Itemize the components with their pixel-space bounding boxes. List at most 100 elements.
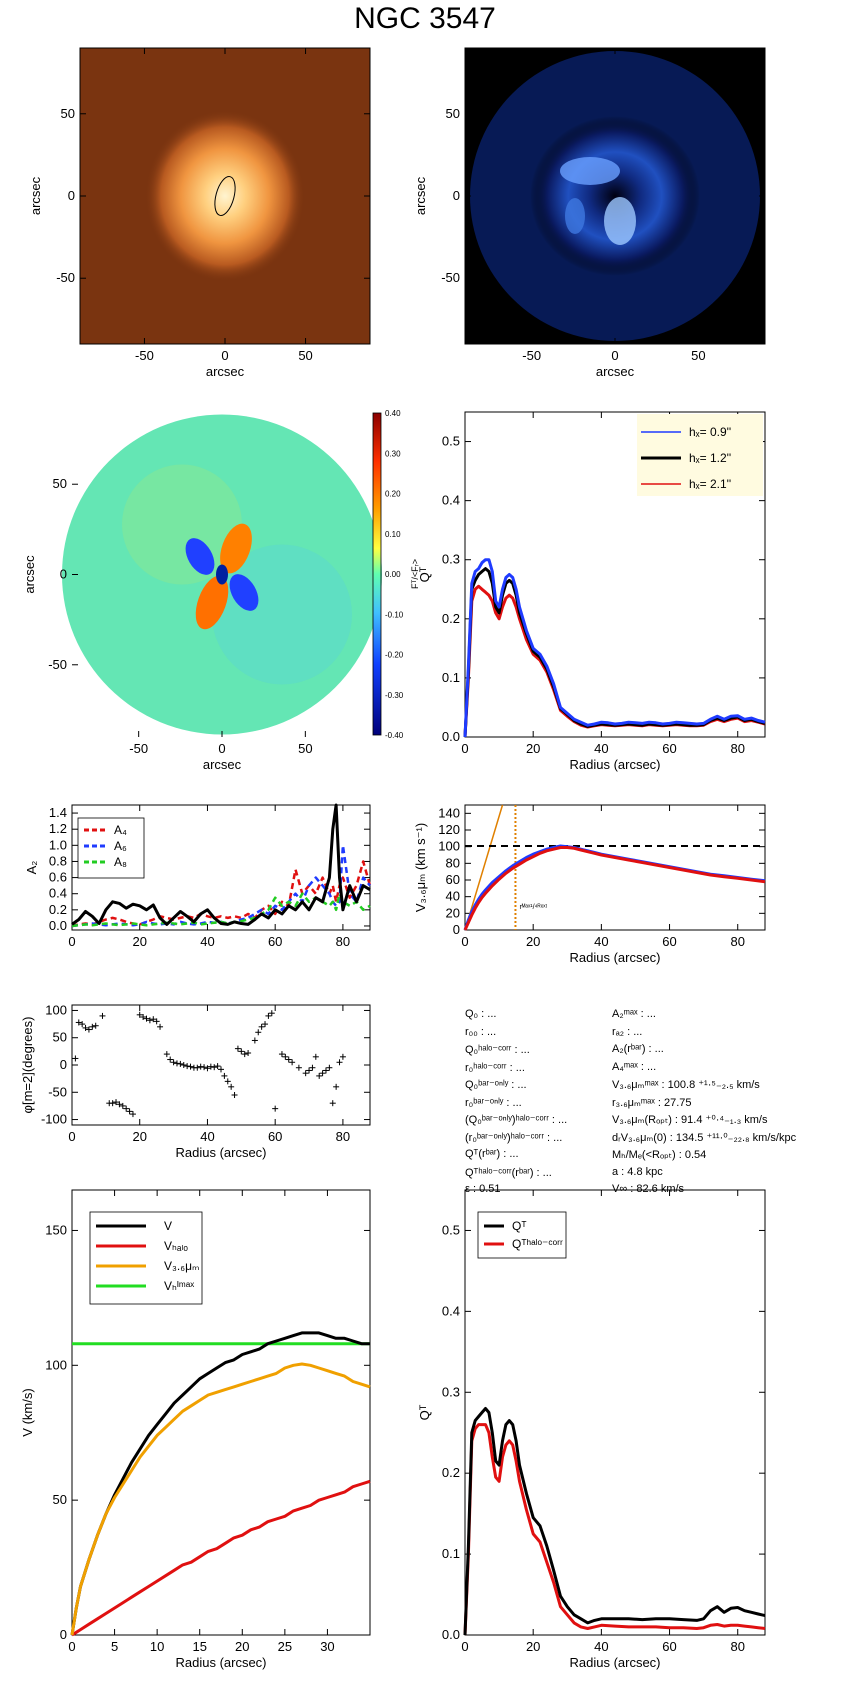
phase-point [234,1045,241,1052]
phase-point [109,1100,116,1107]
x-axis-label: Radius (arcsec) [569,950,660,965]
plot-frame [71,1189,371,1636]
parameter-line: r₃.₆μₘᵐᵃˣ : 27.75 [612,1096,692,1109]
y-tick-label: 0.5 [442,1222,460,1237]
y-axis-label: φ[m=2](degrees) [20,1017,35,1114]
colorbar-tick-label: 0.40 [385,409,401,418]
phase-point [92,1022,99,1029]
phase-point [282,1053,289,1060]
x-tick-label: 40 [594,741,608,756]
colorbar-label: Fᵀ/<Fᵣ> [410,559,420,589]
legend-label: V [164,1219,172,1233]
y-tick-label: 50 [446,106,460,121]
y-tick-label: 0.5 [442,434,460,449]
colorbar-tick-label: -0.20 [385,651,404,660]
x-tick-label: 60 [662,741,676,756]
legend-label: Qᵀʰᵃˡᵒ⁻ᶜᵒʳʳ [512,1237,563,1251]
phase-point [289,1059,296,1066]
x-tick-label: 20 [526,741,540,756]
parameter-line: Q₀ : ... [465,1008,497,1020]
x-tick-label: 80 [336,934,350,949]
phase-point [336,1059,343,1066]
y-tick-label: 100 [45,1357,67,1372]
bright-arc [565,198,585,234]
legend-box [77,817,145,879]
parameter-line: a : 4.8 kpc [612,1165,663,1178]
x-tick-label: 0 [218,741,225,756]
x-tick-label: 0 [461,1639,468,1654]
y-tick-label: 0.8 [49,853,67,868]
y-axis-label: arcsec [28,176,43,215]
phase-point [153,1018,160,1025]
colorbar-tick-label: -0.40 [385,731,404,740]
y-tick-label: -50 [441,270,460,285]
phase-point [170,1059,177,1066]
x-axis-label: Radius (arcsec) [175,1655,266,1670]
phase-point [72,1055,79,1062]
y-tick-label: 50 [53,476,67,491]
parameter-line: V₃.₆μₘᵐᵃˣ : 100.8 ⁺¹·⁵₋₂.₅ km/s [612,1079,760,1091]
rise-line [464,804,504,931]
phase-point [129,1111,136,1118]
center-lobe [216,564,228,585]
phase-point [265,1012,272,1019]
phase-point [75,1019,82,1026]
legend-label: hₓ= 1.2'' [689,451,731,465]
x-tick-label: 0 [68,1639,75,1654]
x-tick-label: 40 [594,1639,608,1654]
qt-halo-series-line [463,1423,766,1636]
parameter-line: V₃.₆μₘ(Rₒₚₜ) : 91.4 ⁺⁰·⁴₋₁.₃ km/s [612,1114,768,1126]
y-tick-label: 0 [60,1627,67,1642]
phase-point [245,1050,252,1056]
phase-point [302,1070,309,1077]
y-tick-label: 0.1 [442,1546,460,1561]
x-tick-label: 30 [320,1639,334,1654]
x-tick-label: 0 [221,348,228,363]
phase-point [167,1056,174,1063]
legend-box [477,1211,567,1259]
phase-point [214,1063,221,1070]
y-tick-label: 50 [61,106,75,121]
parameter-line: (r₀ᵇᵃʳ⁻ᵒⁿˡʸ)ʰᵃˡᵒ⁻ᶜᵒʳʳ : ... [465,1131,563,1144]
parameter-line: A₂(rᵇᵃʳ) : ... [612,1043,664,1055]
phase-point [255,1029,262,1036]
y-axis-label: Qᵀ [417,1404,432,1420]
phase-point [89,1023,96,1030]
phase-point [295,1064,302,1071]
phase-point [126,1108,133,1115]
phase-point [116,1101,123,1108]
x-tick-label: 20 [235,1639,249,1654]
bright-arc [604,197,636,245]
colorbar-tick-label: 0.10 [385,530,401,539]
phase-point [204,1065,211,1072]
qt-halo-series-line [463,1407,766,1636]
phase-point [173,1060,180,1067]
phase-point [143,1015,150,1022]
y-axis-label: V (km/s) [20,1388,35,1436]
phase-point [194,1064,201,1071]
colorbar [372,412,382,736]
y-tick-label: -50 [48,657,67,672]
x-tick-label: 20 [132,934,146,949]
parameter-line: ε : 0.51 [465,1183,501,1195]
phase-point [251,1037,258,1044]
phase-point [329,1100,336,1107]
y-tick-label: 0.3 [442,552,460,567]
phase-point [316,1072,323,1079]
y-tick-label: 40 [446,889,460,904]
colorbar-tick-label: -0.30 [385,691,404,700]
y-tick-label: 50 [53,1492,67,1507]
phase-point [136,1011,143,1018]
y-tick-label: 0.0 [49,918,67,933]
colorbar-tick-label: 0.20 [385,490,401,499]
parameter-line: r₀ᵇᵃʳ⁻ᵒⁿˡʸ : ... [465,1096,522,1109]
decomposition-series-line [70,1362,371,1636]
x-tick-label: 0 [611,348,618,363]
y-tick-label: 0.2 [49,902,67,917]
colorbar-tick-label: 0.30 [385,449,401,458]
phase-point [82,1024,89,1031]
x-axis-label: Radius (arcsec) [175,1145,266,1160]
y-tick-label: 0.0 [442,729,460,744]
negative-lobe [185,538,215,575]
parameter-line: (Q₀ᵇᵃʳ⁻ᵒⁿˡʸ)ʰᵃˡᵒ⁻ᶜᵒʳʳ : ... [465,1114,568,1126]
